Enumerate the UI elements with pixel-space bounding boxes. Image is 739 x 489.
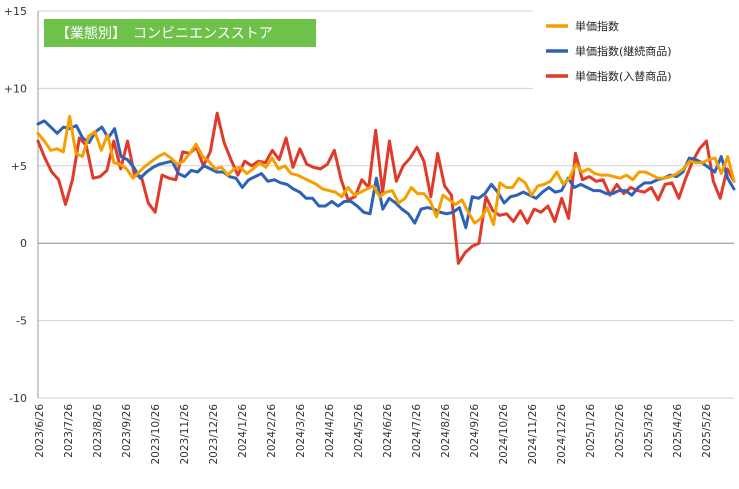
- x-tick-label: 2024/6/26: [382, 404, 394, 458]
- x-tick-label: 2023/6/26: [34, 404, 46, 458]
- x-tick-label: 2023/12/26: [208, 404, 220, 465]
- y-tick-label: -10: [9, 392, 27, 405]
- y-axis-ticks: +15 +10 +5 0 -5 -10: [4, 5, 27, 405]
- x-tick-label: 2024/5/26: [353, 404, 365, 458]
- series-line-1: [36, 114, 736, 227]
- y-tick-label: +10: [4, 82, 27, 95]
- y-tick-label: 0: [20, 237, 27, 250]
- x-tick-label: 2023/11/26: [179, 404, 191, 465]
- series-lines: [36, 111, 736, 265]
- series-line-2: [36, 119, 736, 230]
- legend-label-2: 単価指数(継続商品): [575, 44, 672, 58]
- title-badge-text: 【業態別】 コンビニエンスストア: [56, 26, 273, 42]
- legend-label-1: 単価指数: [575, 19, 619, 33]
- y-tick-label: -5: [16, 315, 27, 328]
- x-tick-label: 2024/3/26: [295, 404, 307, 458]
- x-tick-label: 2023/9/26: [121, 404, 133, 458]
- x-tick-label: 2025/5/26: [701, 404, 713, 458]
- legend-label-3: 単価指数(入替商品): [575, 69, 672, 83]
- x-tick-label: 2024/12/26: [556, 404, 568, 465]
- x-tick-label: 2024/10/26: [498, 404, 510, 465]
- y-tick-label: +5: [11, 160, 27, 173]
- x-tick-label: 2024/11/26: [527, 404, 539, 465]
- x-tick-label: 2025/2/26: [614, 404, 626, 458]
- x-tick-label: 2025/4/26: [672, 404, 684, 458]
- x-tick-label: 2024/7/26: [411, 404, 423, 458]
- x-axis-ticks: 2023/6/26 2023/7/26 2023/8/26 2023/9/26 2023…: [34, 404, 713, 465]
- x-tick-label: 2025/3/26: [643, 404, 655, 458]
- title-badge-background: [44, 19, 316, 47]
- x-tick-label: 2023/7/26: [63, 404, 75, 458]
- title-badge: 【業態別】 コンビニエンスストア: [44, 19, 316, 47]
- y-tick-label: +15: [4, 5, 27, 18]
- x-tick-label: 2024/9/26: [469, 404, 481, 458]
- series-line-3: [36, 111, 736, 265]
- x-tick-label: 2023/8/26: [92, 404, 104, 458]
- x-tick-label: 2024/4/26: [324, 404, 336, 458]
- x-tick-label: 2024/2/26: [266, 404, 278, 458]
- x-tick-label: 2025/1/26: [585, 404, 597, 458]
- x-tick-label: 2024/1/26: [237, 404, 249, 458]
- x-tick-label: 2024/8/26: [440, 404, 452, 458]
- x-tick-label: 2023/10/26: [150, 404, 162, 465]
